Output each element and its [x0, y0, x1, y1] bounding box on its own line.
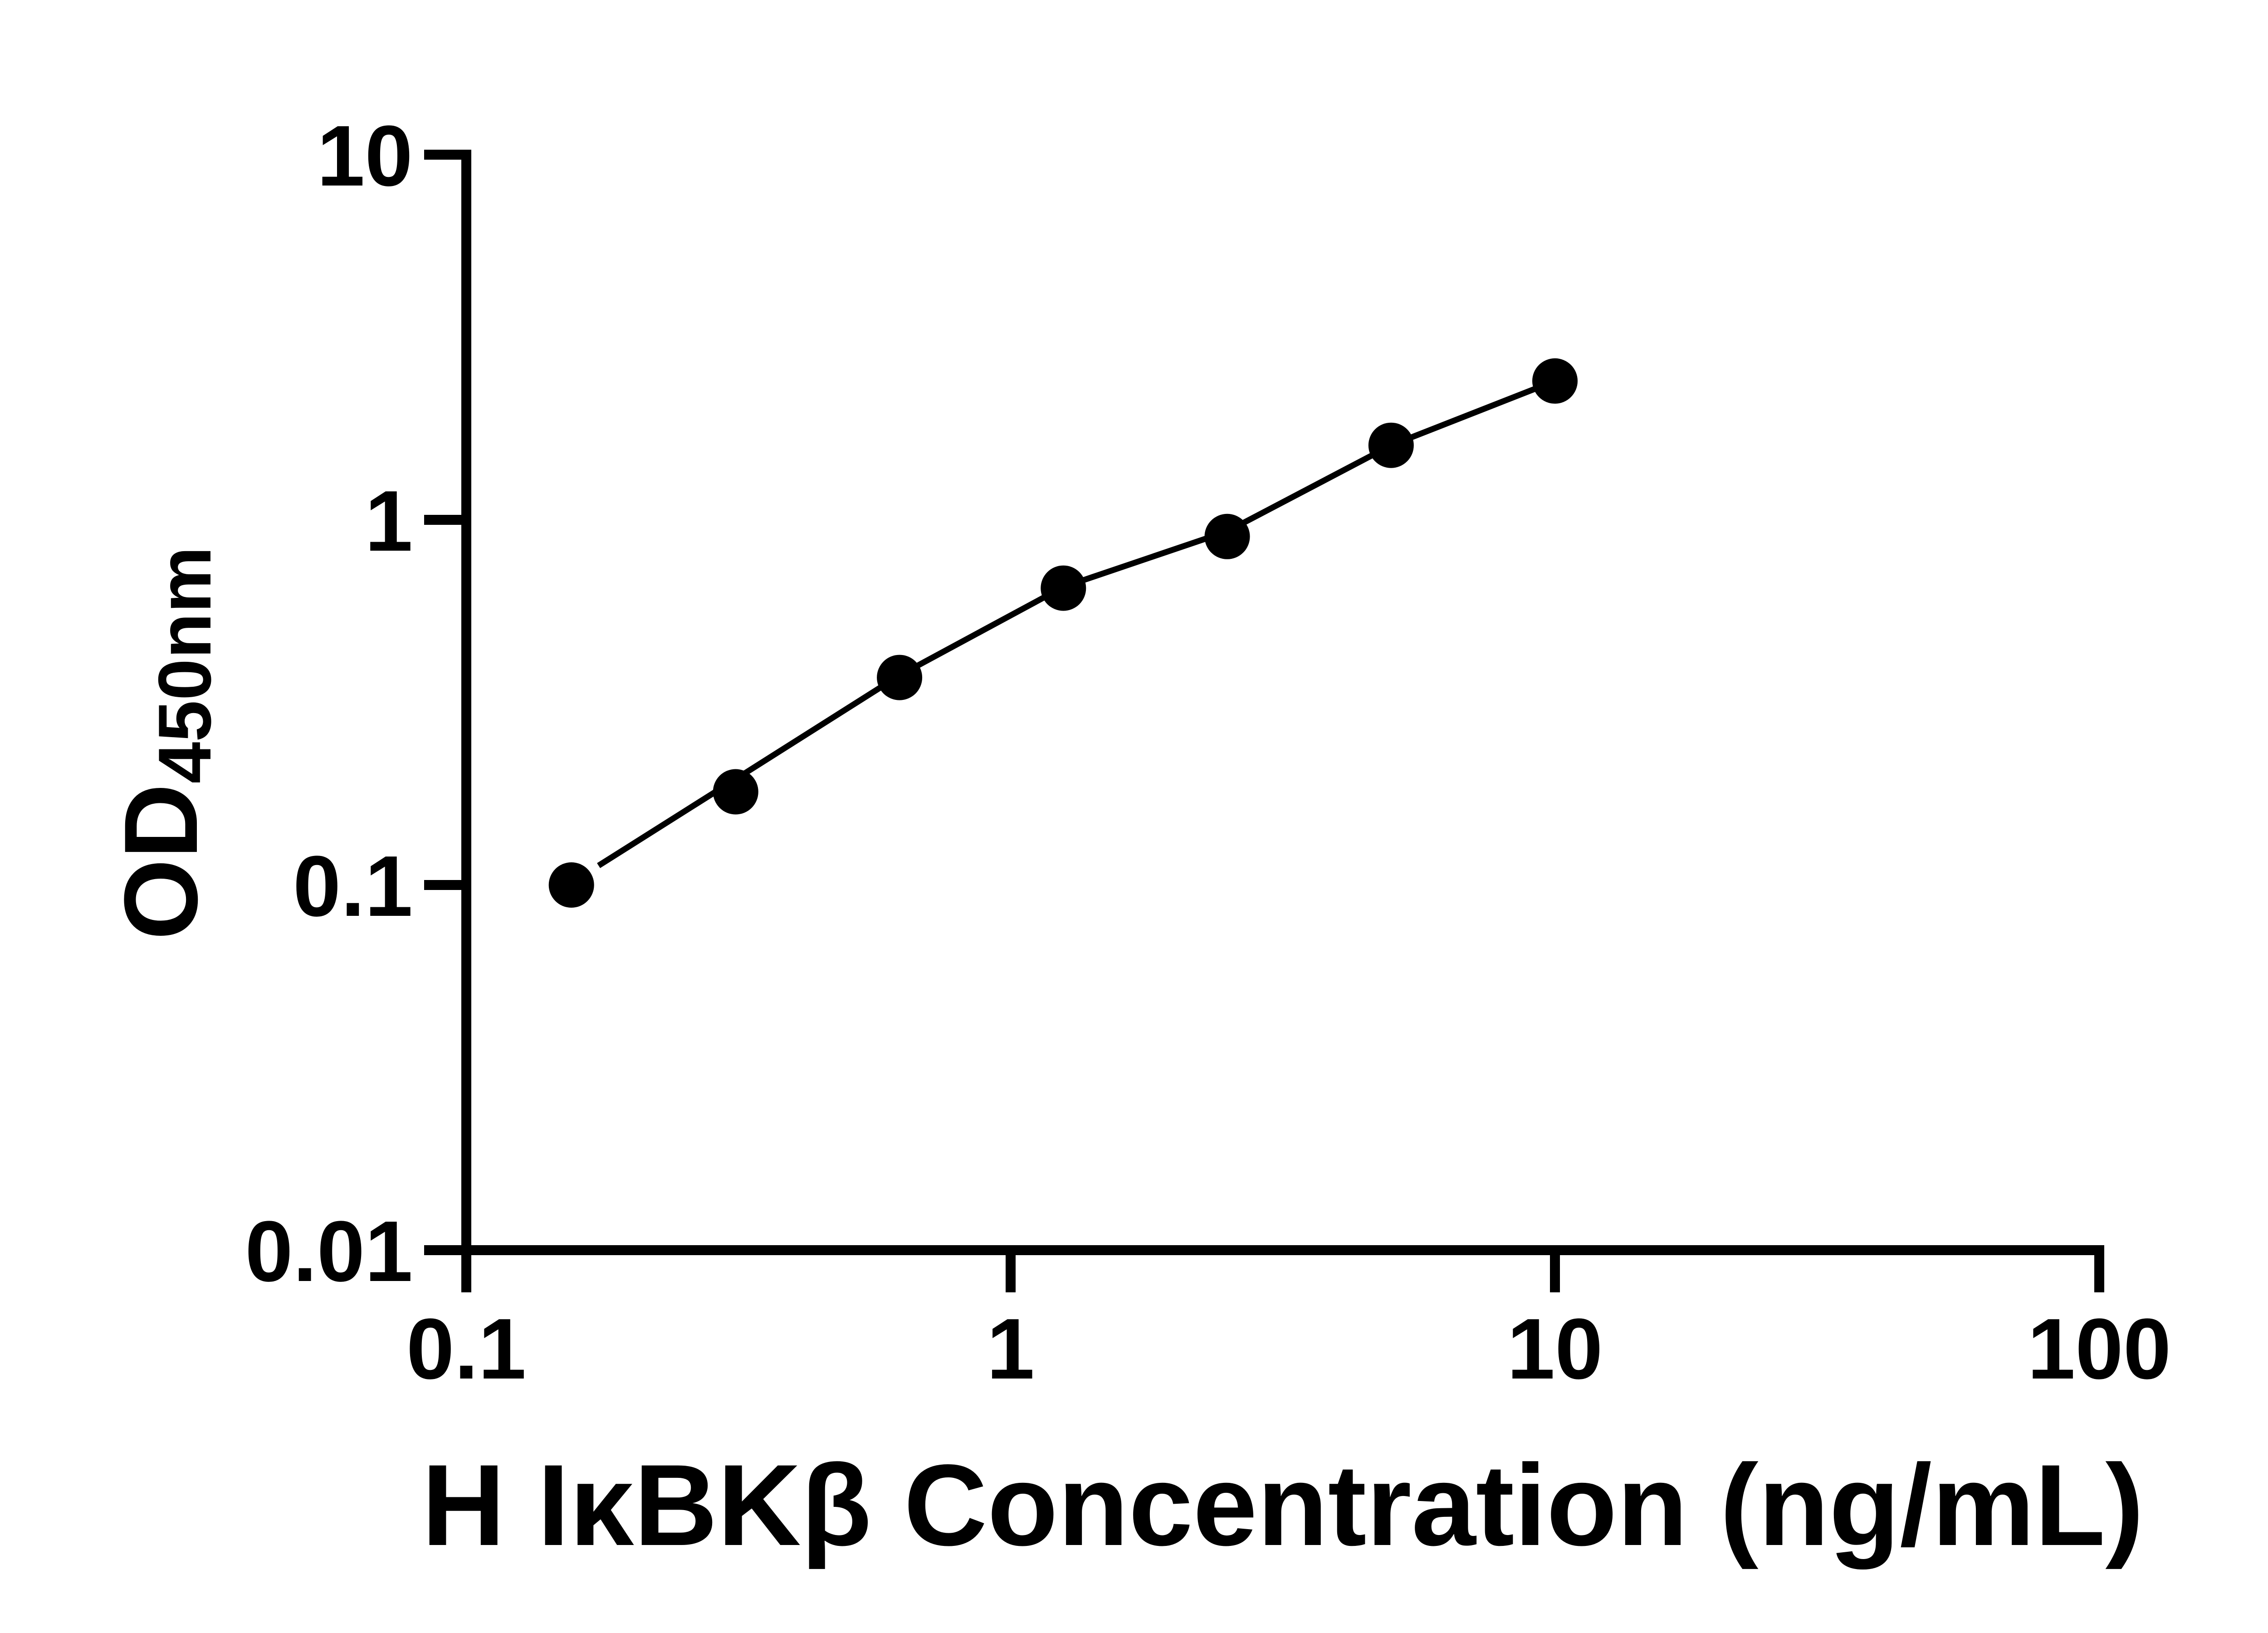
x-tick-label: 10	[1507, 1301, 1603, 1397]
data-point	[1041, 565, 1086, 611]
data-point	[548, 862, 594, 908]
x-tick-label: 100	[2027, 1301, 2171, 1397]
x-axis-title: H IκBKβ Concentration (ng/mL)	[422, 1441, 2144, 1570]
data-point	[1368, 422, 1414, 468]
data-point	[877, 655, 923, 700]
x-tick-label: 1	[987, 1301, 1035, 1397]
elisa-standard-curve-figure: 10 1 0.1 0.01 0.1 1 10 100 H IκBKβ Concentration…	[18, 7, 2268, 1633]
x-tick-label: 0.1	[406, 1301, 526, 1397]
y-tick-label: 0.01	[245, 1203, 413, 1300]
y-axis-title: OD450nm	[103, 547, 226, 940]
y-tick-label: 0.1	[293, 838, 413, 934]
y-axis-title-subscript: 450nm	[143, 547, 226, 784]
data-point	[1204, 513, 1250, 559]
data-point	[1532, 358, 1578, 404]
y-tick-label: 1	[365, 473, 413, 569]
y-axis-title-main: OD	[103, 783, 219, 940]
y-tick-label: 10	[317, 108, 413, 204]
data-point	[713, 769, 758, 815]
